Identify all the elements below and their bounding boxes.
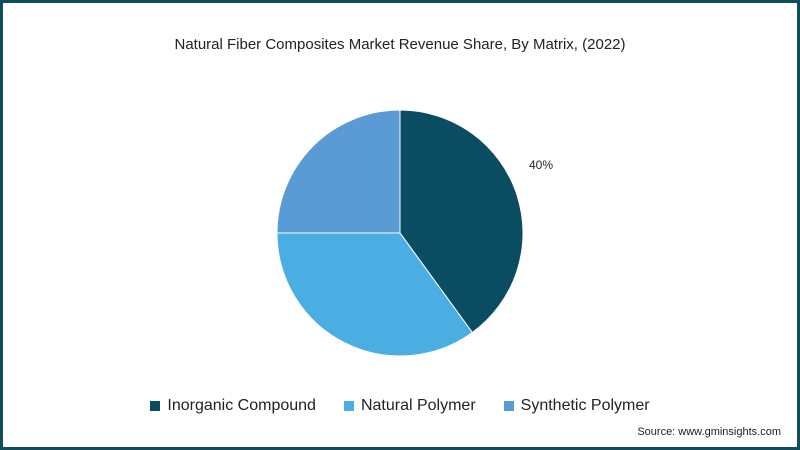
legend-label: Natural Polymer [360,397,476,414]
legend-item-natural-polymer: Natural Polymer [343,397,476,415]
pie-slice-natural-polymer [276,232,473,357]
legend-item-synthetic-polymer: Synthetic Polymer [503,397,650,415]
source-note: Source: www.gminsights.com [637,426,781,438]
chart-legend: Inorganic Compound Natural Polymer Synth… [3,397,797,415]
legend-swatch [503,401,514,411]
legend-item-inorganic-compound: Inorganic Compound [150,397,316,415]
legend-swatch [150,401,161,411]
legend-label: Inorganic Compound [167,397,316,414]
pie-slice-synthetic-polymer [276,109,401,234]
legend-label: Synthetic Polymer [520,397,650,414]
legend-swatch [343,401,354,411]
chart-title: Natural Fiber Composites Market Revenue … [174,36,626,53]
pie-slice-inorganic-compound [399,109,524,334]
data-label: 40% [529,158,553,172]
pie-chart: 40% [276,109,553,357]
